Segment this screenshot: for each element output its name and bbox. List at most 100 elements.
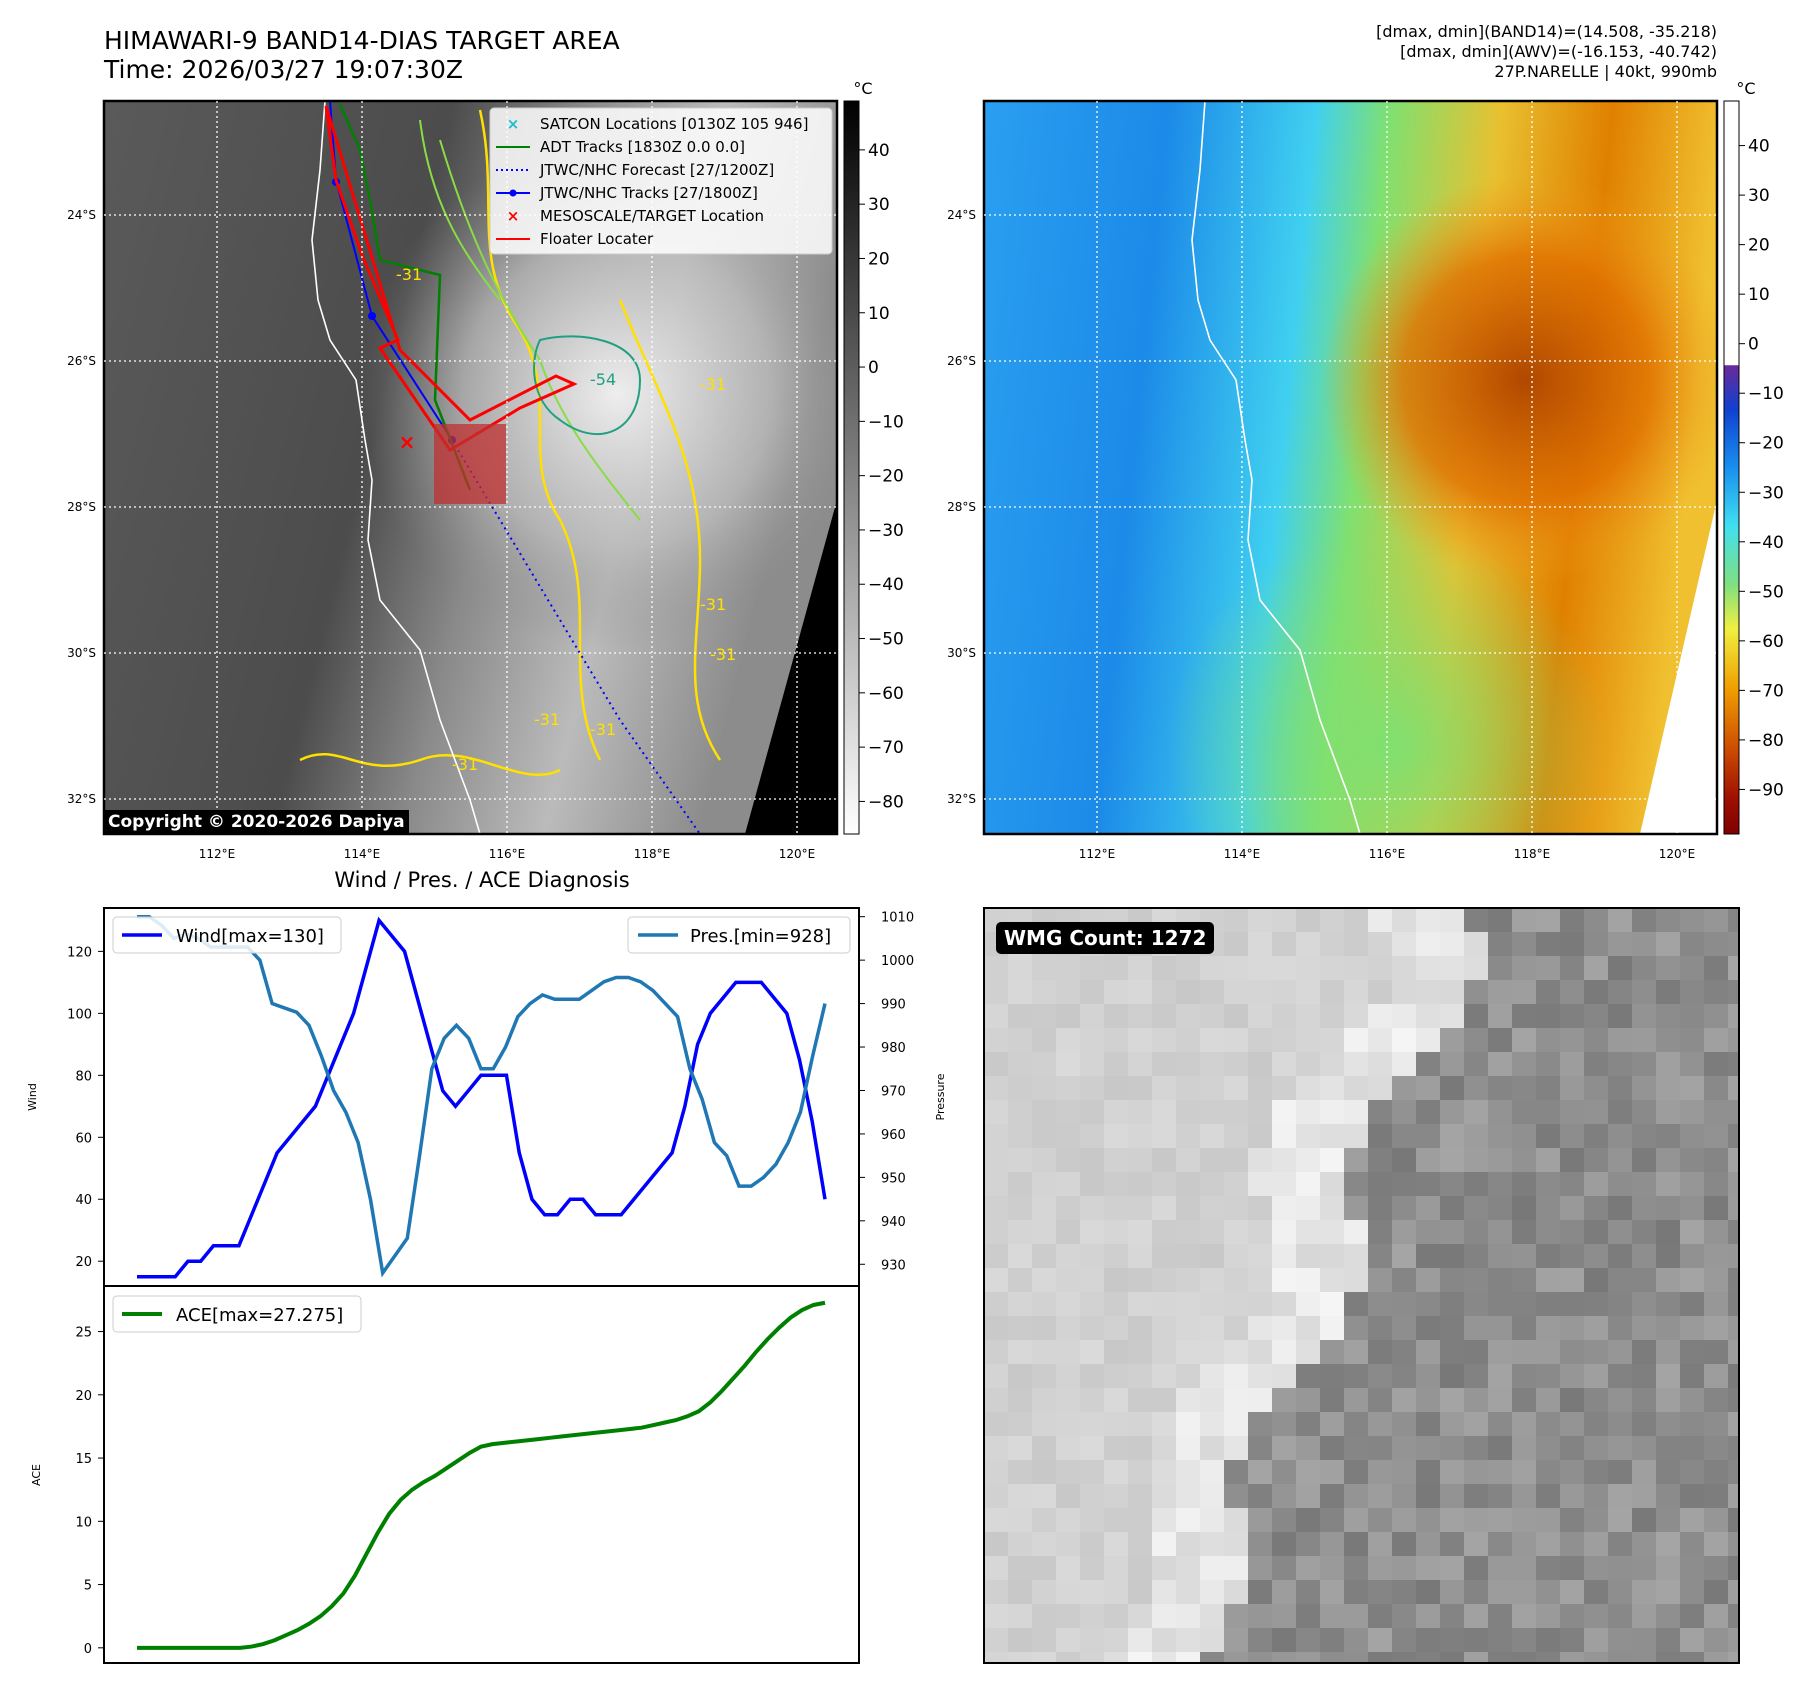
wmg-cell [1392, 1484, 1416, 1508]
wmg-cell [984, 1196, 1008, 1220]
wmg-cell [1656, 932, 1680, 956]
wmg-cell [1320, 1460, 1344, 1484]
wmg-cell [1320, 1316, 1344, 1340]
wmg-cell [1608, 1532, 1632, 1556]
awv-no-data-wedge [1640, 500, 1717, 834]
wmg-cell [1536, 908, 1560, 932]
wmg-cell [1680, 1004, 1704, 1028]
wmg-cell [1608, 1100, 1632, 1124]
wmg-cell [1008, 1484, 1032, 1508]
wmg-cell [1200, 1076, 1224, 1100]
wmg-cell [1536, 1484, 1560, 1508]
wmg-cell [1296, 1628, 1320, 1652]
wmg-cell [1080, 1388, 1104, 1412]
svg-text:×: × [507, 115, 520, 133]
wmg-cell [1176, 1292, 1200, 1316]
title-line-1: HIMAWARI-9 BAND14-DIAS TARGET AREA [104, 26, 620, 55]
wmg-cell [1344, 1652, 1368, 1663]
wmg-cell [1536, 1556, 1560, 1580]
wmg-cell [1584, 908, 1608, 932]
wmg-cell [1656, 1244, 1680, 1268]
wmg-cell [1248, 1484, 1272, 1508]
wmg-cell [1656, 1580, 1680, 1604]
wmg-cell [1056, 1052, 1080, 1076]
wmg-cell [1440, 1076, 1464, 1100]
wmg-cell [1536, 1268, 1560, 1292]
wmg-cell [1512, 1652, 1536, 1663]
wmg-cell [1080, 980, 1104, 1004]
wmg-cell [1512, 1508, 1536, 1532]
wmg-cell [1224, 1412, 1248, 1436]
wmg-cell [1464, 1436, 1488, 1460]
wmg-cell [1464, 1316, 1488, 1340]
wmg-cell [1680, 1244, 1704, 1268]
wmg-cell [1224, 980, 1248, 1004]
wmg-cell [1032, 1148, 1056, 1172]
wmg-cell [1320, 1052, 1344, 1076]
wmg-cell [984, 1460, 1008, 1484]
wmg-cell [1512, 956, 1536, 980]
wmg-cell [1464, 980, 1488, 1004]
wmg-cell [1176, 1412, 1200, 1436]
wmg-cell [1608, 1268, 1632, 1292]
wmg-cell [1728, 1220, 1739, 1244]
wmg-cell [1656, 1004, 1680, 1028]
wmg-cell [1080, 1148, 1104, 1172]
wmg-cell [1584, 1196, 1608, 1220]
wmg-cell [1224, 1244, 1248, 1268]
wmg-cell [1224, 1196, 1248, 1220]
wmg-cell [1248, 980, 1272, 1004]
wmg-cell [1080, 1556, 1104, 1580]
wmg-cell [1032, 1028, 1056, 1052]
colorbar-tick-label: −40 [1748, 533, 1784, 553]
wmg-cell [1104, 1172, 1128, 1196]
wmg-cell [1296, 1508, 1320, 1532]
wmg-cell [1104, 1436, 1128, 1460]
wmg-cell [1152, 1508, 1176, 1532]
colorbar-tick-label: −70 [1748, 681, 1784, 701]
wind-tick-label: 40 [75, 1193, 92, 1208]
ir-colorbar-unit: °C [853, 79, 872, 98]
figure-info: [dmax, dmin](BAND14)=(14.508, -35.218) [… [1376, 22, 1717, 82]
wmg-cell [1680, 1172, 1704, 1196]
wmg-cell [1704, 1508, 1728, 1532]
wmg-cell [1176, 980, 1200, 1004]
wmg-cell [1320, 1532, 1344, 1556]
wmg-cell [1056, 1124, 1080, 1148]
wmg-cell [1224, 1436, 1248, 1460]
wmg-cell [1368, 1316, 1392, 1340]
wmg-cell [1416, 1172, 1440, 1196]
wmg-cell [1392, 1628, 1416, 1652]
wmg-cell [984, 1268, 1008, 1292]
wmg-cell [1032, 1556, 1056, 1580]
pressure-tick-label: 980 [881, 1041, 906, 1056]
wmg-cell [1008, 1268, 1032, 1292]
wmg-cell [1440, 1148, 1464, 1172]
wmg-cell [1008, 1340, 1032, 1364]
lat-tick-label: 24°S [947, 208, 976, 222]
wmg-cell [1272, 1604, 1296, 1628]
wmg-cell [1560, 1580, 1584, 1604]
wmg-cell [1176, 1532, 1200, 1556]
wmg-cell [1656, 1628, 1680, 1652]
wmg-cell [1008, 1628, 1032, 1652]
wmg-cell [1632, 1244, 1656, 1268]
wmg-cell [1560, 1652, 1584, 1663]
wmg-cell [1464, 1244, 1488, 1268]
wmg-cell [1608, 932, 1632, 956]
ace-legend-label: ACE[max=27.275] [176, 1305, 343, 1326]
wmg-cell [1128, 1196, 1152, 1220]
wmg-cell [1272, 1628, 1296, 1652]
wmg-cell [1320, 1508, 1344, 1532]
wmg-cell [1488, 1508, 1512, 1532]
wmg-cell [1200, 1484, 1224, 1508]
wmg-cell [1032, 1580, 1056, 1604]
wmg-cell [1200, 1388, 1224, 1412]
wmg-cell [1560, 908, 1584, 932]
wmg-cell [1488, 980, 1512, 1004]
awv-colorbar-unit: °C [1736, 79, 1755, 98]
figure-title: HIMAWARI-9 BAND14-DIAS TARGET AREA Time:… [104, 26, 620, 84]
wmg-cell [1440, 1196, 1464, 1220]
wmg-cell [1488, 1292, 1512, 1316]
wmg-cell [1320, 1196, 1344, 1220]
